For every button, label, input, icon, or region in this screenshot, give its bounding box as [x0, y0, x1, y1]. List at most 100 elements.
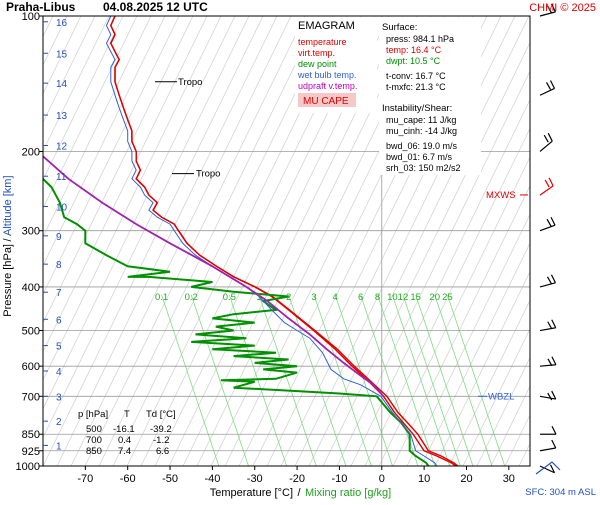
- isotherm-line: [364, 127, 530, 466]
- table-row-700-t: 0.4: [118, 435, 131, 446]
- mixing-ratio-label: 0.1: [155, 292, 168, 303]
- isotherm-line: [43, 16, 194, 324]
- altitude-tick-label: 13: [56, 111, 68, 122]
- altitude-tick-label: 1: [56, 441, 62, 452]
- plot-frame: [42, 15, 531, 467]
- isotherm-line: [43, 16, 152, 238]
- wind-barb: [539, 177, 554, 196]
- wind-barb-flag: [551, 390, 557, 400]
- table-row-850-p: 850: [86, 446, 102, 457]
- wind-barb-shaft: [539, 87, 555, 96]
- p-tick-label: 500: [22, 326, 40, 338]
- altitude-tick-label: 8: [56, 260, 62, 271]
- x-axis-title-separator: /: [297, 487, 301, 499]
- p-tick-label: 600: [22, 361, 40, 373]
- altitude-tick-label: 5: [56, 342, 62, 353]
- altitude-tick-label: 15: [56, 49, 68, 60]
- x-axis-title-temperature: Temperature [°C]: [210, 487, 293, 499]
- mixing-ratio-label: 3: [311, 292, 316, 303]
- mu-cape-badge-bg: [298, 93, 356, 107]
- mixing-ratio-line: [434, 294, 493, 466]
- isotherm-line: [448, 299, 530, 466]
- altitude-tick-label: 16: [56, 18, 68, 29]
- series-line-wet-bulb-temp-: [105, 16, 438, 466]
- mixing-ratio-line: [258, 294, 317, 466]
- wind-barb-flag: [550, 274, 556, 284]
- wind-barb: [539, 80, 556, 96]
- x-axis-title-mixing-ratio: Mixing ratio [g/kg]: [305, 487, 391, 499]
- legend-item-temperature: temperature: [298, 37, 347, 47]
- isotherm-line: [518, 442, 530, 466]
- x-tick-label: -50: [162, 473, 178, 485]
- legend-item-wet-bulb: wet bulb temp.: [297, 70, 357, 80]
- legend-title: EMAGRAM: [298, 20, 355, 32]
- info-panel: Surface: press: 984.1 hPa temp: 16.4 °C …: [379, 17, 481, 175]
- wind-barb-flag: [546, 5, 552, 14]
- wind-barb-flag: [546, 218, 552, 227]
- y-axis-title-pressure: Pressure [hPa]: [2, 244, 14, 317]
- legend-item-dew-point: dew point: [298, 59, 337, 69]
- table-row-700-td: -1.2: [153, 435, 169, 446]
- surface-tconv: t-conv: 16.7 °C: [386, 71, 446, 81]
- isotherm-line: [378, 156, 530, 466]
- chart-axes: 0.1 0.2 0.5 1 2 3 4 6 8 10 12 15 20 25-70 -60 -50 -40 -30…: [16, 11, 531, 485]
- p-tick-label: 850: [22, 429, 40, 441]
- levels-table: p [hPa] T Td [°C] 500 -16.1 -39.2 700 0.…: [78, 409, 176, 457]
- x-tick-label: -60: [120, 473, 136, 485]
- wind-barb: [539, 3, 556, 17]
- mixing-ratio-line: [447, 294, 506, 466]
- surface-dwpt: dwpt: 10.5 °C: [386, 56, 441, 66]
- isotherm-line: [43, 16, 110, 152]
- p-tick-label: 100: [22, 11, 40, 23]
- p-tick-label: 400: [22, 282, 40, 294]
- isotherm-line: [420, 242, 530, 466]
- altitude-tick-label: 12: [56, 142, 68, 153]
- x-axis-title: Temperature [°C] / Mixing ratio [g/kg]: [210, 487, 391, 499]
- mixing-ratio-line: [334, 294, 393, 466]
- wind-barb-flag: [549, 80, 556, 89]
- mixing-ratio-line: [360, 294, 419, 466]
- surface-tmxfc: t-mxfc: 21.3 °C: [386, 82, 446, 92]
- wind-barb: [539, 132, 553, 152]
- wind-barb: [539, 356, 557, 367]
- mu-cape-badge: MU CAPE: [303, 96, 349, 107]
- series-line-virt-temp-: [110, 16, 459, 466]
- wind-barb-shaft: [539, 282, 556, 288]
- mixing-ratio-line: [415, 294, 474, 466]
- isotherm-line: [350, 99, 530, 466]
- altitude-tick-label: 7: [56, 288, 62, 299]
- mixing-ratio-line: [377, 294, 436, 466]
- altitude-tick-label: 2: [56, 417, 62, 428]
- wind-barb-flag: [546, 276, 552, 285]
- isotherm-line: [533, 16, 600, 466]
- altitude-tick-label: 10: [56, 202, 68, 213]
- wind-barb-shaft: [539, 395, 556, 400]
- isotherm-line: [490, 385, 530, 466]
- bwd-01-value: bwd_01: 6.7 m/s: [386, 152, 453, 162]
- wind-barb: [539, 439, 557, 452]
- wind-barb-flag: [547, 321, 553, 330]
- mixing-ratio-label: 0.2: [185, 292, 198, 303]
- wind-barb-flag: [551, 356, 557, 366]
- wind-barb-shaft: [539, 327, 556, 332]
- mixing-ratio-label: 8: [375, 292, 380, 303]
- mixing-ratio-label: 1: [256, 292, 261, 303]
- altitude-tick-label: 4: [56, 367, 62, 378]
- legend: EMAGRAM temperature virt.temp. dew point…: [295, 17, 377, 113]
- altitude-tick-label: 6: [56, 315, 62, 326]
- x-tick-label: -40: [204, 473, 220, 485]
- instability-title: Instability/Shear:: [382, 103, 452, 114]
- isotherm-line: [308, 16, 530, 466]
- y-axis-title: Pressure [hPa] / Altitude [km]: [2, 175, 14, 316]
- wind-barb-flag: [547, 132, 553, 142]
- x-tick-label: -20: [289, 473, 305, 485]
- x-tick-label: 10: [418, 473, 430, 485]
- x-tick-label: 20: [460, 473, 472, 485]
- mixing-ratio-line: [190, 294, 249, 466]
- sfc-elevation-label: SFC: 304 m ASL: [525, 487, 596, 498]
- tropopause-label-1: Tropo: [178, 77, 202, 88]
- isotherm-line: [43, 16, 96, 124]
- isotherm-line: [434, 270, 530, 466]
- wind-barb-shaft: [539, 465, 555, 474]
